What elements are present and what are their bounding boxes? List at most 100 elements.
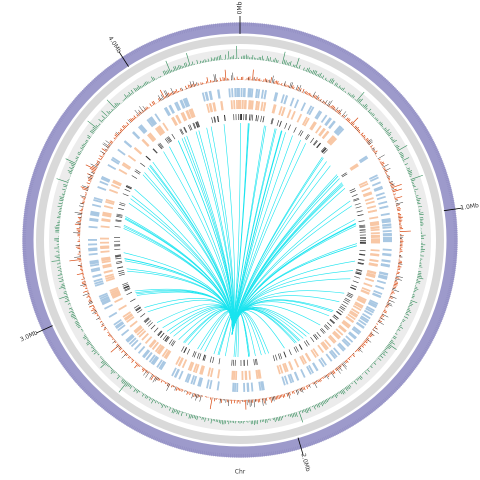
track-bar xyxy=(401,96,405,100)
track-bar xyxy=(79,384,83,388)
track-bar xyxy=(354,276,361,279)
track-bar xyxy=(24,271,29,273)
track-bar xyxy=(389,182,393,185)
track-bar xyxy=(368,174,378,180)
track-bar xyxy=(124,351,127,354)
track-bar xyxy=(119,204,125,207)
track-bar xyxy=(98,74,102,78)
track-bar xyxy=(276,450,279,455)
track-bar xyxy=(298,129,302,136)
track-bar xyxy=(400,381,404,385)
track-bar xyxy=(288,361,294,371)
track-bar xyxy=(137,47,140,52)
track-bar xyxy=(143,370,148,376)
track-bar xyxy=(127,119,132,124)
track-bar xyxy=(413,185,416,188)
track-bar xyxy=(376,195,386,201)
track-bar xyxy=(72,99,77,103)
track-bar xyxy=(191,392,194,399)
track-bar xyxy=(293,99,300,109)
track-bar xyxy=(66,370,71,373)
track-bar xyxy=(117,207,124,211)
track-bar xyxy=(348,52,351,56)
track-bar xyxy=(166,405,169,408)
track-bar xyxy=(347,119,351,123)
track-bar xyxy=(189,392,191,396)
track-bar xyxy=(434,149,439,152)
track-bar xyxy=(290,110,296,120)
track-bar xyxy=(28,293,33,295)
track-bar xyxy=(293,390,295,394)
track-bar xyxy=(158,401,160,404)
track-bar xyxy=(450,280,455,282)
track-bar xyxy=(142,105,147,111)
track-bar xyxy=(59,359,63,363)
track-bar xyxy=(151,356,159,365)
track-bar xyxy=(326,398,329,403)
track-bar xyxy=(408,173,413,176)
track-bar xyxy=(387,177,391,180)
track-bar xyxy=(364,137,369,141)
track-bar xyxy=(140,313,146,318)
track-bar xyxy=(74,256,81,258)
track-bar xyxy=(396,272,400,275)
track-bar xyxy=(355,272,362,275)
track-bar xyxy=(158,37,161,42)
track-bar xyxy=(427,134,431,137)
track-bar xyxy=(208,103,213,113)
track-bar xyxy=(129,320,138,328)
track-bar xyxy=(293,28,295,33)
track-bar xyxy=(389,295,397,299)
track-bar xyxy=(343,49,346,53)
track-bar xyxy=(167,136,172,143)
track-bar xyxy=(423,127,427,130)
track-bar xyxy=(174,32,176,36)
track-bar xyxy=(190,375,195,385)
track-bar xyxy=(183,347,187,353)
track-bar xyxy=(163,349,171,359)
track-bar xyxy=(58,286,66,289)
track-bar xyxy=(45,336,50,340)
track-bar xyxy=(131,359,135,363)
track-bar xyxy=(183,29,185,34)
track-bar xyxy=(51,346,55,350)
track-bar xyxy=(119,129,123,133)
track-bar xyxy=(171,367,177,377)
track-bar xyxy=(77,326,82,329)
track-bar xyxy=(208,379,213,390)
track-bar xyxy=(188,124,192,131)
track-bar xyxy=(171,340,176,347)
track-bar xyxy=(306,385,309,389)
track-bar xyxy=(356,91,365,102)
track-bar xyxy=(89,297,91,299)
track-bar xyxy=(130,339,139,348)
track-bar xyxy=(69,104,73,107)
track-bar xyxy=(100,357,103,359)
track-bar xyxy=(307,407,310,412)
track-bar xyxy=(193,351,197,358)
track-bar xyxy=(160,332,165,338)
track-bar xyxy=(149,339,157,349)
track-bar xyxy=(356,269,363,272)
track-bar xyxy=(376,279,386,285)
track-bar xyxy=(353,55,356,59)
track-bar xyxy=(396,91,400,95)
track-bar xyxy=(318,37,321,41)
track-bar xyxy=(71,375,75,379)
track-bar xyxy=(217,115,220,122)
track-bar xyxy=(331,370,335,375)
track-bar xyxy=(347,385,351,389)
track-bar xyxy=(320,357,327,366)
track-bar xyxy=(76,95,80,99)
track-bar xyxy=(439,318,443,321)
track-bar xyxy=(295,389,299,396)
track-bar xyxy=(93,196,103,202)
track-bar xyxy=(388,134,391,137)
track-bar xyxy=(359,182,369,189)
tick-label: 3.0Mb xyxy=(19,329,39,343)
track-bar xyxy=(393,285,397,287)
track-bar xyxy=(152,356,160,366)
track-bar xyxy=(344,297,351,302)
track-bar xyxy=(257,89,261,99)
track-bar xyxy=(267,452,269,457)
